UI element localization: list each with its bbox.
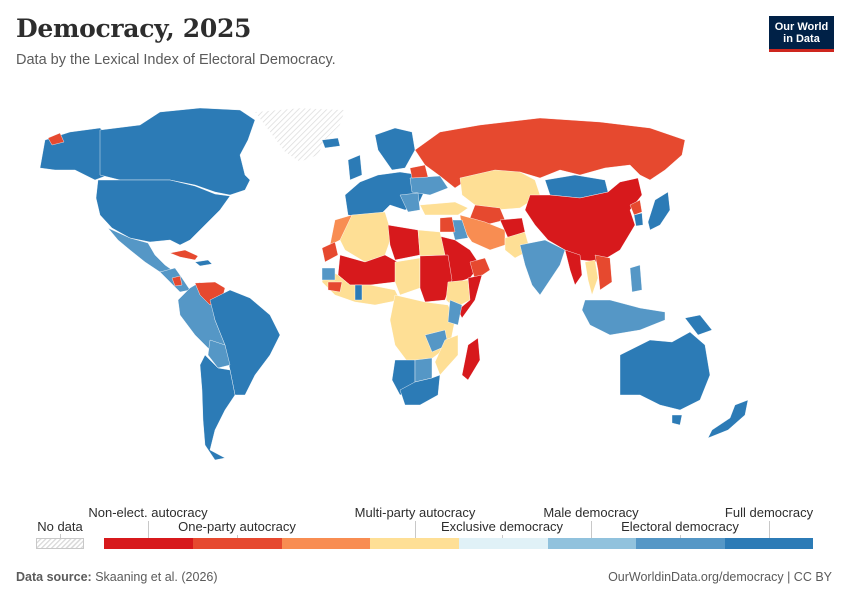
region-central-asia-south[interactable] [469,204,506,226]
legend-tick [591,521,592,538]
region-oman-yemen[interactable] [469,257,491,281]
source-url[interactable]: OurWorldinData.org/democracy | CC BY [608,570,832,584]
owid-logo[interactable]: Our World in Data [769,16,834,52]
region-dominican-republic[interactable] [194,259,213,267]
region-syria-jordan[interactable] [439,216,456,233]
legend-tick [502,535,503,538]
legend-label-no-data: No data [37,519,83,534]
region-somalia[interactable] [457,274,483,319]
region-uk[interactable] [347,154,363,181]
region-australia[interactable] [619,331,711,411]
data-source-value[interactable]: Skaaning et al. (2026) [91,570,218,584]
region-iceland[interactable] [321,137,341,149]
region-chukotka[interactable] [47,132,65,146]
region-western-sahara[interactable] [321,241,339,263]
legend-swatch-multi-party-autocracy[interactable] [282,538,370,549]
legend-label-exclusive-democracy: Exclusive democracy [440,519,564,534]
data-source: Data source: Skaaning et al. (2026) [16,570,218,584]
world-map[interactable] [0,90,850,490]
legend-swatch-no-data[interactable] [36,538,84,549]
region-china[interactable] [524,177,643,263]
legend-tick [769,521,770,538]
legend-label-electoral-democracy: Electoral democracy [621,519,739,534]
region-myanmar[interactable] [564,249,583,286]
legend-swatch-full-democracy[interactable] [725,538,813,549]
region-iraq[interactable] [449,219,469,241]
region-united-states[interactable] [95,179,231,246]
legend: No data Non-elect. autocracy One-party a… [0,495,850,555]
legend-tick [148,521,149,538]
legend-label-non-elect-autocracy: Non-elect. autocracy [88,505,208,520]
region-north-korea[interactable] [629,199,643,216]
region-mozambique[interactable] [434,334,459,376]
region-bolivia[interactable] [207,339,231,369]
legend-swatch-exclusive-democracy[interactable] [459,538,548,549]
legend-label-male-democracy: Male democracy [543,505,639,520]
logo-line-2: in Data [783,33,820,45]
region-russia[interactable] [414,117,686,189]
region-sudan[interactable] [419,254,453,303]
region-libya[interactable] [387,224,421,261]
legend-tick [237,535,238,538]
region-thailand[interactable] [584,259,599,296]
legend-swatch-electoral-democracy[interactable] [636,538,725,549]
region-kenya[interactable] [447,299,463,326]
chart-subtitle: Data by the Lexical Index of Electoral D… [16,52,336,68]
region-chad[interactable] [394,257,421,296]
region-turkey[interactable] [419,201,469,216]
legend-swatch-non-elect-autocracy[interactable] [104,538,193,549]
region-new-zealand[interactable] [707,399,749,439]
region-balkans[interactable] [399,192,421,213]
data-source-label: Data source: [16,570,92,584]
region-cuba[interactable] [169,249,199,261]
region-vietnam-laos[interactable] [594,254,613,291]
region-south-africa[interactable] [399,374,441,406]
region-senegal[interactable] [321,267,336,281]
region-tasmania[interactable] [671,414,683,426]
region-belarus[interactable] [409,164,429,179]
region-argentina-chile[interactable] [199,354,236,461]
region-japan[interactable] [647,191,671,231]
legend-tick [60,534,61,538]
region-greenland[interactable] [254,107,346,163]
region-india[interactable] [519,239,566,296]
region-south-korea[interactable] [633,212,644,227]
region-papua-new-guinea[interactable] [684,314,713,336]
region-ghana[interactable] [354,284,363,301]
legend-label-one-party-autocracy: One-party autocracy [178,519,296,534]
legend-tick [680,535,681,538]
legend-swatch-male-democracy[interactable] [548,538,636,549]
region-egypt[interactable] [417,229,446,257]
legend-swatch-one-party-autocracy[interactable] [193,538,282,549]
chart-title: Democracy, 2025 [16,14,252,43]
legend-swatch-exclusive-democracy-light[interactable] [370,538,459,549]
region-indonesia[interactable] [581,299,666,336]
region-philippines[interactable] [629,264,643,293]
region-nicaragua[interactable] [171,275,183,287]
region-ukraine[interactable] [409,175,449,196]
region-alaska[interactable] [39,127,109,181]
legend-label-full-democracy: Full democracy [724,505,814,520]
region-guinea[interactable] [327,281,343,293]
region-scandinavia[interactable] [374,127,416,171]
region-madagascar[interactable] [461,337,481,381]
legend-label-multi-party-autocracy: Multi-party autocracy [354,505,476,520]
logo-line-1: Our World [774,21,829,33]
legend-tick [415,521,416,538]
